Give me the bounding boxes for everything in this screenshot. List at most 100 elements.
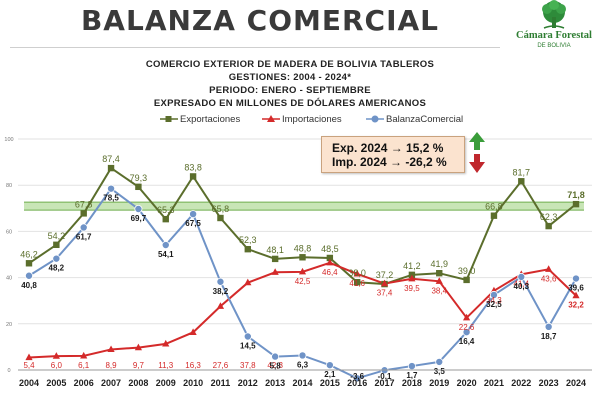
annotation-box: Exp. 2024 → 15,2 % Imp. 2024 → -26,2 % [321,136,465,173]
data-label-exportaciones: 46,2 [20,249,38,259]
data-label-balanza: 40,8 [21,281,37,290]
data-label-balanza: 67,5 [185,219,201,228]
highlight-band [24,201,584,211]
data-label-exportaciones: 65,8 [212,204,230,214]
annotation-imp: Imp. 2024 → -26,2 % [332,155,447,169]
data-point-exportaciones [326,254,334,262]
data-label-exportaciones: 41,9 [430,259,448,269]
data-label-exportaciones: 81,7 [513,167,531,177]
arrow-up-icon [469,132,485,150]
data-point-exportaciones [572,200,580,208]
data-label-importaciones: 34,3 [486,296,502,305]
data-point-importaciones [107,345,115,353]
logo-name: Cámara Forestal [516,30,592,41]
data-label-exportaciones: 65,3 [157,205,175,215]
data-label-balanza: 2,1 [324,370,336,379]
data-point-exportaciones [217,214,224,222]
data-label-importaciones: 11,3 [158,361,174,370]
y-tick-label: 80 [6,183,12,189]
data-point-exportaciones [162,215,169,223]
data-point-exportaciones [299,254,306,261]
data-point-exportaciones [53,241,60,248]
data-point-importaciones [162,339,170,347]
data-point-exportaciones [107,164,115,172]
page-title: BALANZA COMERCIAL [80,4,440,37]
x-tick-label: 2022 [511,378,531,388]
data-point-balanza [353,374,362,383]
data-label-balanza: 5,8 [270,362,282,371]
data-label-exportaciones: 67,8 [75,199,93,209]
data-point-exportaciones [490,212,498,219]
data-label-importaciones: 27,6 [213,361,229,370]
data-point-balanza [407,362,416,371]
tree-icon [542,0,566,29]
data-point-importaciones [189,328,197,335]
data-point-balanza [134,204,143,213]
data-point-importaciones [52,352,60,359]
data-label-importaciones: 16,3 [185,361,201,370]
y-tick-label: 0 [7,368,10,374]
data-point-balanza [79,223,88,232]
data-label-exportaciones: 37,2 [376,270,394,280]
data-point-balanza [325,361,334,370]
data-label-balanza: 14,5 [240,342,256,351]
data-label-exportaciones: 87,4 [102,154,120,164]
data-point-importaciones [216,302,225,309]
data-label-balanza: 39,6 [568,284,584,293]
data-point-importaciones [545,265,553,272]
subtitle-line-2: GESTIONES: 2004 - 2024* [228,72,352,83]
data-point-balanza [544,322,553,331]
y-tick-label: 100 [4,137,13,143]
chart-axes: 0 20 40 60 80 100 2004 2005 2006 2007 2008 2009 2010… [4,137,592,388]
data-label-exportaciones: 71,8 [567,190,585,200]
data-point-exportaciones [135,183,142,191]
x-tick-label: 2009 [156,378,176,388]
data-point-importaciones [435,277,443,284]
arrow-down-icon [469,154,485,173]
data-label-exportaciones: 79,3 [130,173,148,183]
logo-subtitle: DE BOLIVIA [537,43,571,49]
x-tick-label: 2018 [402,378,422,388]
data-point-importaciones [244,278,252,286]
x-tick-label: 2010 [183,378,203,388]
data-point-importaciones [326,258,334,266]
data-label-importaciones: 8,9 [105,361,117,370]
data-label-importaciones: 42,3 [267,361,283,370]
data-label-importaciones: 37,4 [377,289,393,298]
data-label-importaciones: 43,6 [541,274,557,283]
up-down-arrows-icon [469,132,485,173]
data-point-balanza [271,352,280,361]
subtitle-line-1: COMERCIO EXTERIOR DE MADERA DE BOLIVIA T… [145,59,435,70]
data-point-exportaciones [25,260,33,267]
y-tick-label: 60 [6,229,12,235]
data-label-exportaciones: 48,1 [266,245,284,255]
subtitle-line-4: EXPRESADO EN MILLONES DE DÓLARES AMERICA… [153,98,427,109]
x-tick-label: 2007 [101,378,121,388]
chart-series [24,164,581,383]
chart-subtitle: COMERCIO EXTERIOR DE MADERA DE BOLIVIA T… [130,58,450,110]
legend-marker-triangle-icon [262,115,280,122]
data-point-importaciones [463,313,471,321]
data-point-exportaciones [518,178,525,185]
data-label-importaciones: 32,2 [568,301,584,310]
x-tick-label: 2017 [375,378,395,388]
data-point-importaciones [25,353,33,361]
chart-data-labels: 46,2 54,2 67,8 87,4 79,3 65,3 83,8 65,8 52,3 48,1… [20,154,585,381]
data-label-balanza: 1,7 [406,371,418,380]
x-tick-label: 2004 [19,378,39,388]
x-tick-label: 2005 [46,378,66,388]
data-label-importaciones: 38,4 [431,286,447,295]
chart-legend: Exportaciones Importaciones BalanzaComer… [160,113,490,129]
x-tick-label: 2024 [566,378,586,388]
data-label-importaciones: 37,8 [240,361,256,370]
data-label-balanza: -0,1 [378,372,392,381]
legend-marker-circle-icon [366,115,384,123]
data-point-balanza [24,271,33,280]
x-tick-label: 2014 [292,378,312,388]
data-point-balanza [435,357,444,366]
data-label-balanza: 61,7 [76,232,92,241]
data-label-balanza: 16,4 [459,337,475,346]
data-point-balanza [517,272,526,281]
x-tick-label: 2019 [429,378,449,388]
data-label-importaciones: 46,4 [322,268,338,277]
